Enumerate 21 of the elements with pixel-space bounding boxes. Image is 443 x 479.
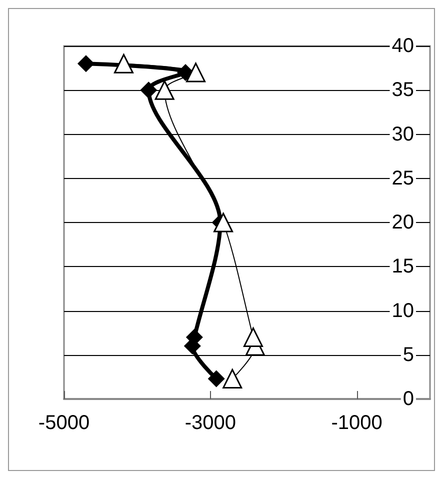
point xyxy=(114,54,134,74)
y-tick-label: 35 xyxy=(392,79,414,102)
point xyxy=(77,55,94,72)
point xyxy=(140,82,158,99)
y-tick-label: 10 xyxy=(392,300,414,322)
y-tick-label: 0 xyxy=(402,388,414,410)
y-tick-label: 15 xyxy=(392,256,414,278)
y-tick-label: 30 xyxy=(392,123,414,146)
point xyxy=(186,62,206,82)
point xyxy=(243,327,263,347)
y-tick-label: 5 xyxy=(402,344,414,366)
y-tick-label: 40 xyxy=(392,35,414,57)
point xyxy=(208,370,225,388)
point xyxy=(214,212,234,232)
x-tick-label: -5000 xyxy=(38,412,90,434)
point xyxy=(154,80,174,100)
x-tick-label: -3000 xyxy=(184,412,236,434)
point xyxy=(222,368,242,388)
y-tick-label: 25 xyxy=(392,167,414,190)
y-tick-label: 20 xyxy=(392,212,414,234)
x-tick-label: -1000 xyxy=(331,412,382,434)
